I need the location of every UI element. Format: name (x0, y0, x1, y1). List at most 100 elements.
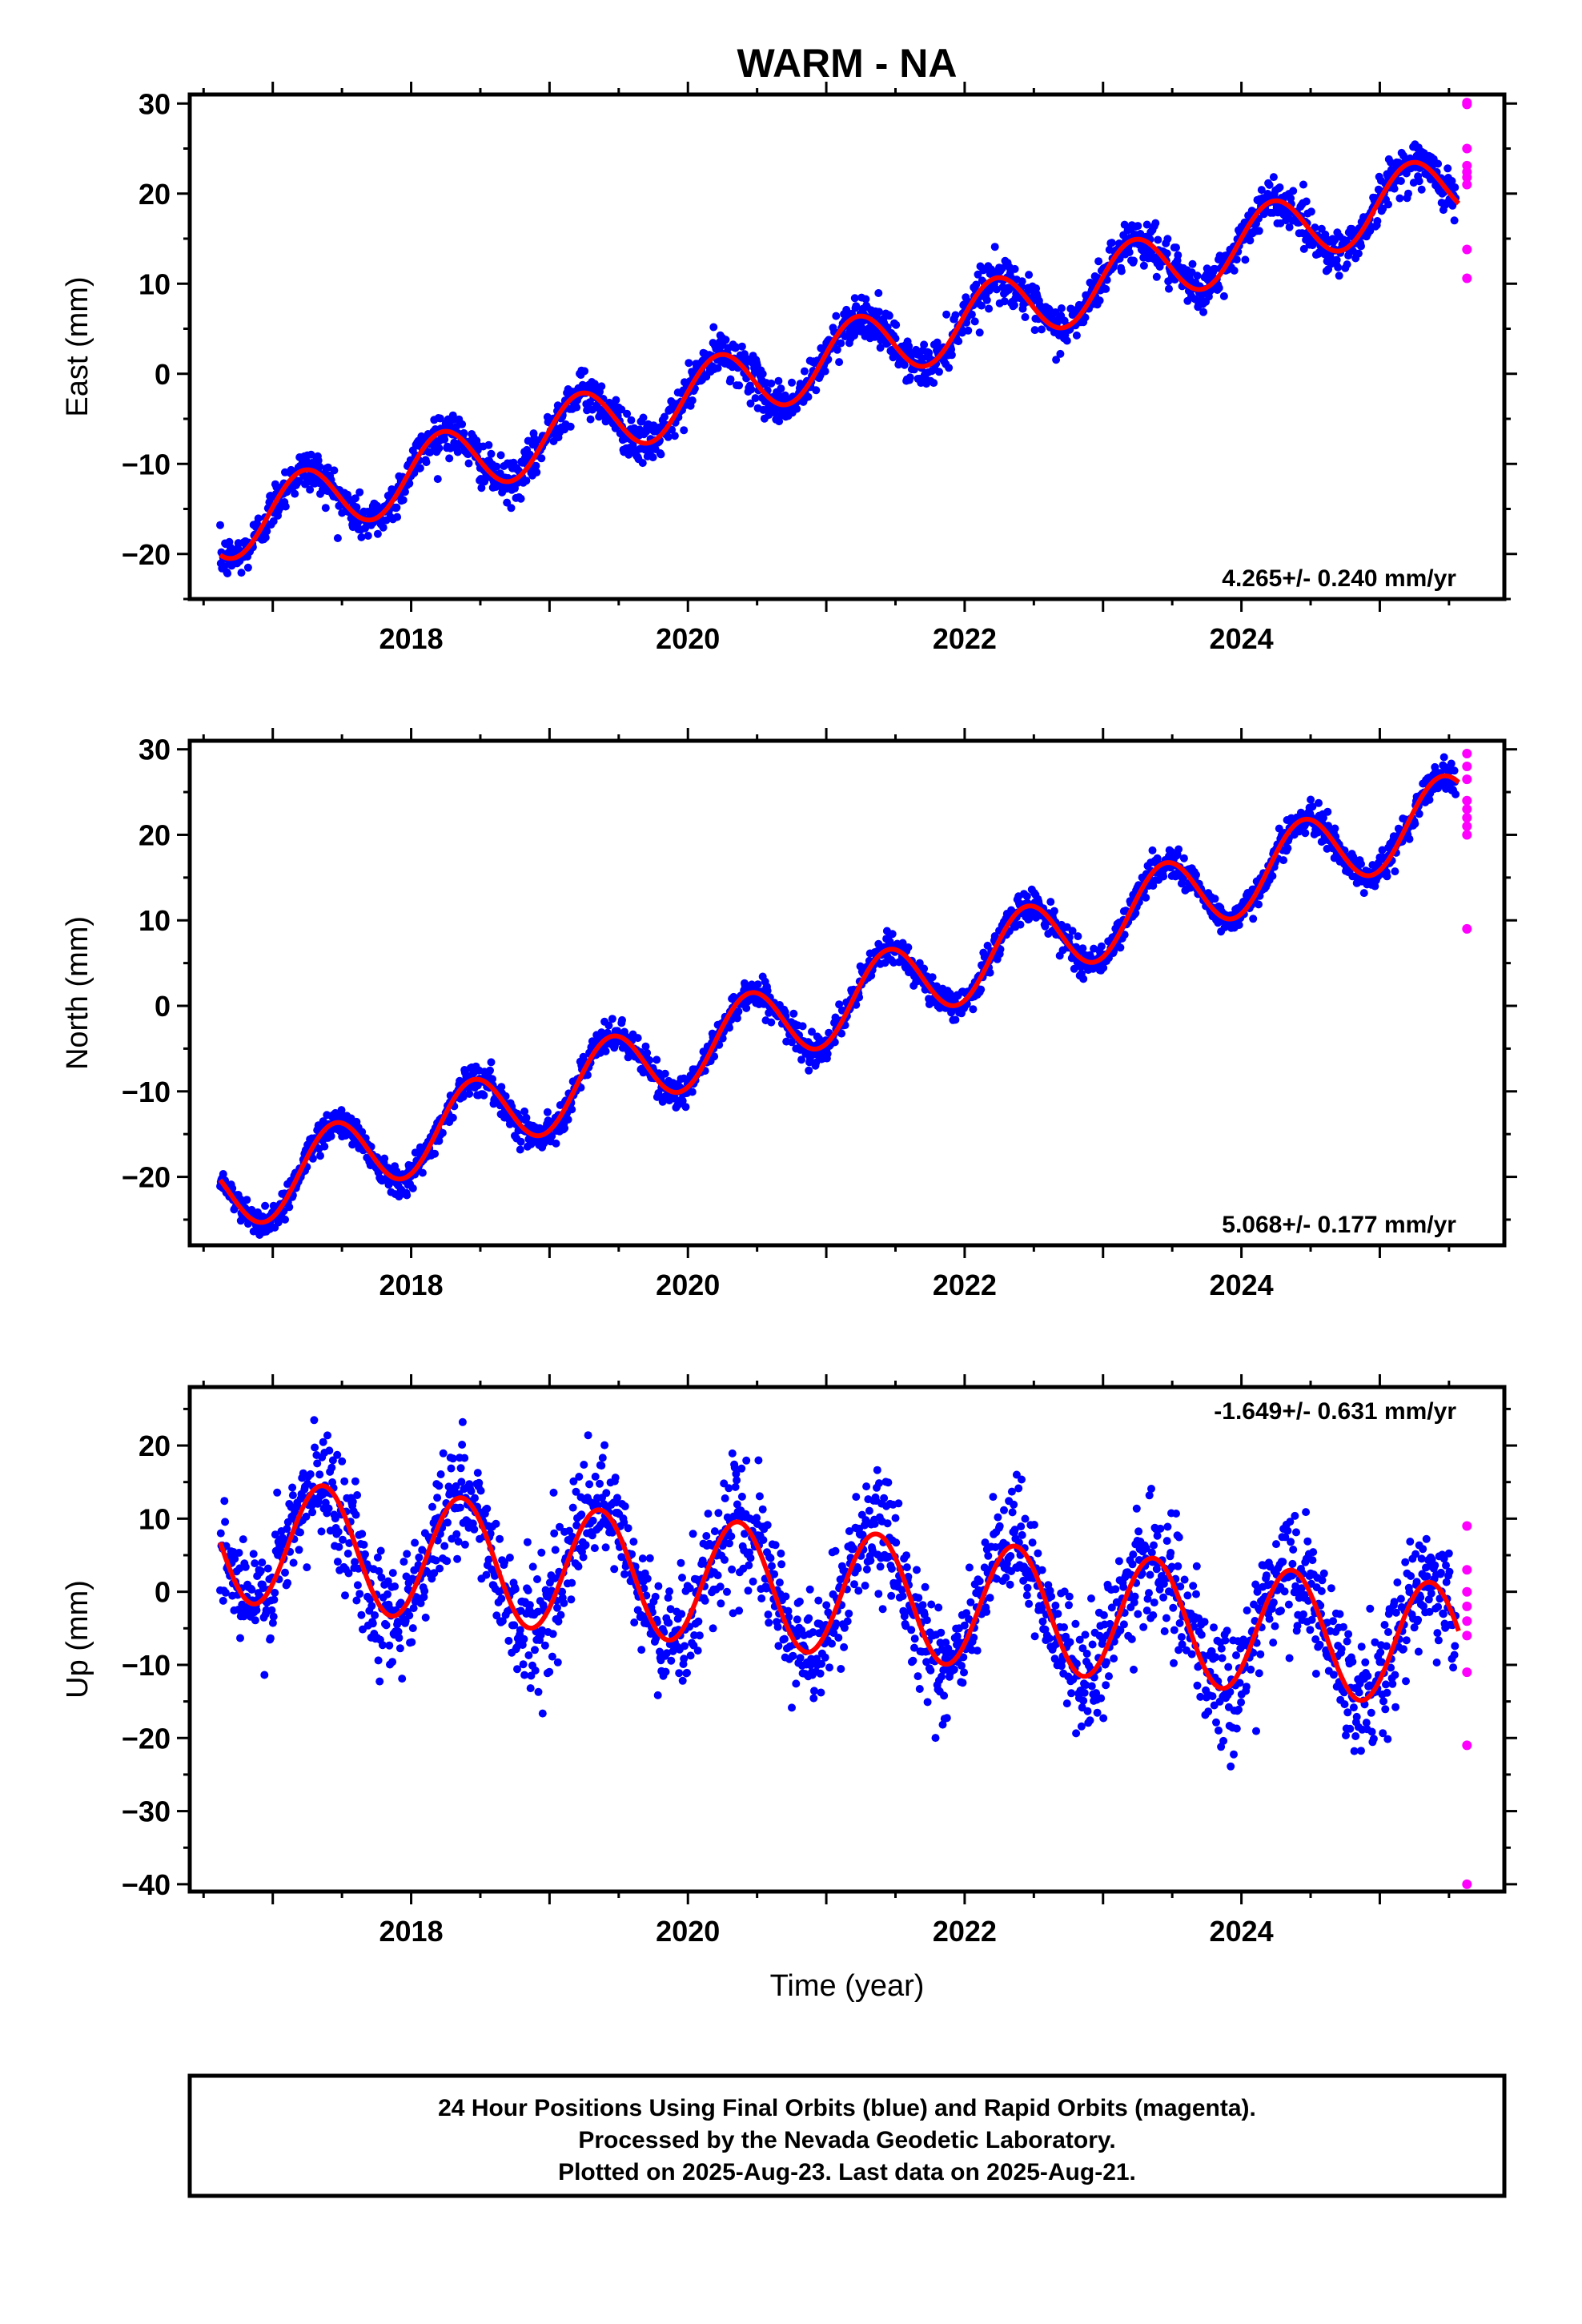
up-final-point (358, 1530, 367, 1538)
up-final-point (443, 1557, 452, 1566)
east-final-point (516, 494, 525, 503)
east-final-point (747, 385, 756, 394)
up-final-point (383, 1590, 391, 1598)
up-final-point (302, 1512, 311, 1521)
east-final-point (464, 459, 473, 468)
up-final-point (458, 1441, 467, 1449)
north-final-point (767, 1018, 776, 1027)
east-final-point (905, 342, 913, 351)
north-final-point (733, 1014, 741, 1023)
east-final-point (422, 458, 431, 467)
east-rapid-point (1462, 143, 1472, 154)
up-final-point (361, 1550, 369, 1558)
up-final-point (270, 1595, 279, 1604)
east-final-point (1000, 297, 1009, 306)
up-final-point (428, 1502, 436, 1511)
up-final-point (513, 1665, 521, 1674)
up-final-point (235, 1549, 243, 1557)
up-final-point (440, 1542, 449, 1550)
east-final-point (638, 459, 647, 468)
up-final-point (276, 1546, 285, 1554)
up-final-point (504, 1636, 513, 1645)
up-final-point (575, 1473, 584, 1481)
north-final-point (969, 1005, 978, 1014)
east-final-point (477, 484, 486, 493)
east-final-point (709, 323, 718, 332)
up-final-point (620, 1518, 628, 1526)
east-final-point (254, 514, 263, 523)
north-final-point (1405, 834, 1414, 843)
up-final-point (341, 1591, 349, 1600)
up-final-point (498, 1617, 507, 1626)
east-final-point (401, 488, 409, 497)
up-final-point (452, 1530, 461, 1538)
up-final-point (458, 1417, 467, 1426)
up-final-point (220, 1497, 229, 1506)
east-rapid-point (1462, 179, 1472, 190)
east-final-point (972, 280, 981, 289)
north-final-point (1116, 943, 1125, 952)
up-final-point (385, 1641, 394, 1650)
east-final-point (1443, 164, 1452, 173)
east-final-point (216, 521, 224, 529)
up-final-point (263, 1564, 272, 1573)
north-final-point (1452, 790, 1460, 798)
up-final-point (315, 1470, 324, 1479)
east-final-point (1332, 255, 1341, 264)
up-final-point (511, 1585, 520, 1594)
up-final-point (460, 1454, 469, 1462)
north-final-point (928, 973, 937, 982)
up-final-point (538, 1709, 547, 1718)
east-final-point (373, 529, 382, 538)
east-model-line (219, 159, 1461, 561)
east-xtick-label: 2018 (379, 622, 444, 655)
east-final-point (1152, 272, 1161, 281)
east-final-point (355, 488, 364, 497)
east-final-point (1374, 185, 1383, 194)
north-final-point (1383, 872, 1391, 881)
up-final-point (411, 1538, 420, 1547)
east-final-point (532, 468, 541, 476)
north-final-point (501, 1092, 510, 1100)
north-final-point (798, 1022, 807, 1031)
north-final-point (1378, 846, 1387, 854)
north-final-point (560, 1124, 569, 1132)
east-final-point (223, 569, 232, 577)
up-final-point (553, 1658, 562, 1667)
east-final-point (1163, 235, 1172, 243)
up-final-point (373, 1553, 382, 1562)
east-final-point (793, 404, 801, 413)
up-final-point (359, 1540, 368, 1549)
east-final-point (850, 294, 859, 303)
east-final-point (804, 392, 813, 401)
up-final-point (538, 1626, 547, 1634)
north-final-point (285, 1203, 294, 1212)
north-final-point (688, 1088, 697, 1096)
east-final-point (1062, 336, 1071, 345)
up-final-point (516, 1626, 524, 1634)
north-final-point (261, 1201, 270, 1210)
up-final-point (433, 1494, 442, 1502)
east-final-point (721, 336, 730, 344)
east-final-point (837, 339, 845, 348)
east-final-point (1117, 267, 1126, 275)
north-final-point (837, 1029, 846, 1038)
east-final-point (875, 308, 883, 316)
north-final-point (915, 959, 924, 967)
up-final-point (288, 1491, 297, 1500)
up-final-point (651, 1592, 660, 1601)
up-final-point (439, 1449, 448, 1458)
east-final-point (460, 428, 468, 437)
north-final-point (1097, 942, 1106, 951)
north-final-point (1307, 795, 1315, 804)
north-final-point (316, 1152, 324, 1160)
north-final-point (1315, 798, 1323, 807)
east-final-point (1302, 197, 1311, 206)
east-final-point (393, 513, 402, 521)
north-final-point (1391, 867, 1399, 876)
north-final-point (1068, 927, 1077, 935)
east-final-point (629, 444, 638, 452)
east-final-point (487, 449, 496, 458)
north-final-point (431, 1149, 440, 1158)
up-final-point (444, 1518, 452, 1527)
